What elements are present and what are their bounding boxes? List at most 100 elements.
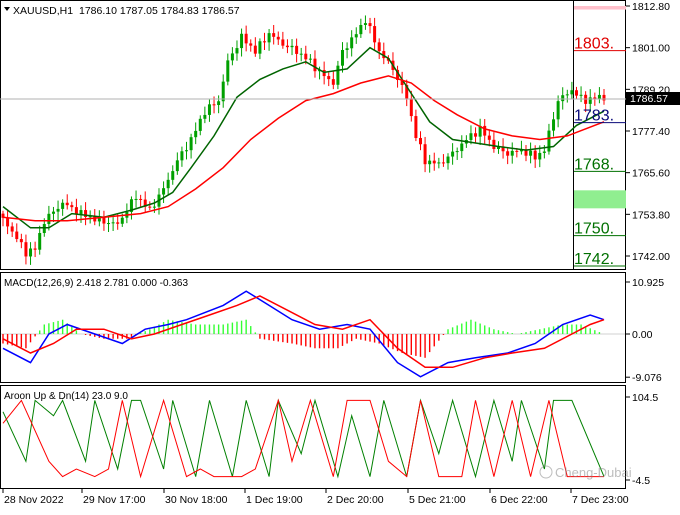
candle-body: [313, 58, 317, 72]
current-price-label: 1786.57: [630, 93, 668, 105]
time-tick-label: 29 Nov 17:00: [83, 494, 146, 506]
price-tick-label: 1753.80: [632, 209, 670, 221]
level-label-4: 1742.: [574, 251, 614, 268]
candle-body: [88, 216, 92, 218]
candle-body: [6, 217, 10, 227]
watermark-text: Cheng-Dubai: [555, 465, 632, 480]
candle-body: [116, 222, 120, 224]
price-tick-label: 1765.60: [632, 168, 670, 180]
candle-body: [451, 151, 455, 157]
candle-body: [561, 95, 565, 102]
candle-body: [19, 239, 23, 243]
candle-body: [529, 150, 533, 156]
candle-body: [207, 104, 211, 115]
candle-body: [565, 94, 569, 96]
candle-body: [272, 33, 276, 37]
candle-body: [469, 133, 473, 141]
aroon-down-line: [2, 398, 604, 479]
level-zones: [574, 6, 626, 209]
candle-body: [506, 151, 510, 156]
macd-tick-label: 10.925: [632, 277, 664, 289]
candle-body: [240, 33, 244, 49]
price-panel[interactable]: [0, 0, 626, 270]
candle-body: [441, 162, 445, 164]
time-axis: 28 Nov 2022 29 Nov 17:00 30 Nov 18:00 1 Dec…: [2, 489, 629, 506]
candle-body: [1, 213, 5, 218]
current-price-box: [626, 92, 680, 105]
candle-body: [368, 23, 372, 27]
candle-body: [189, 137, 193, 151]
candle-body: [97, 217, 101, 222]
collapse-arrow-icon[interactable]: [4, 7, 10, 11]
macd-signal-line: [2, 295, 605, 369]
candle-body: [350, 37, 354, 49]
candle-body: [423, 144, 427, 165]
candle-body: [396, 69, 400, 80]
candle-body: [377, 42, 381, 52]
candle-body: [483, 125, 487, 136]
candle-body: [354, 34, 358, 38]
candle-body: [478, 125, 482, 137]
macd-lines: [2, 290, 605, 378]
candle-body: [15, 231, 19, 240]
ma-line-slow: [2, 75, 605, 222]
moving-averages: [2, 46, 605, 229]
candle-body: [111, 222, 115, 224]
candle-body: [432, 160, 436, 164]
candle-body: [533, 150, 537, 160]
candle-body: [56, 208, 60, 212]
candle-body: [593, 97, 597, 99]
candle-body: [107, 223, 111, 225]
candle-body: [162, 188, 166, 195]
candle-body: [340, 49, 344, 66]
candle-body: [295, 45, 299, 54]
candle-body: [281, 39, 285, 46]
macd-tick-label: 0.00: [632, 329, 653, 341]
candle-body: [221, 81, 225, 102]
candle-body: [602, 94, 606, 101]
level-label-3: 1750.: [574, 221, 614, 238]
candle-body: [185, 150, 189, 152]
candle-body: [93, 216, 97, 222]
candle-body: [524, 149, 528, 156]
level-zone-0: [574, 190, 626, 209]
time-tick-label: 2 Dec 20:00: [327, 494, 384, 506]
candle-body: [405, 84, 409, 99]
price-tick-label: 1812.80: [632, 1, 670, 13]
candle-body: [574, 90, 578, 96]
candle-body: [437, 162, 441, 164]
candle-body: [33, 248, 37, 250]
candle-body: [542, 151, 546, 153]
candle-body: [538, 152, 542, 160]
candle-body: [166, 179, 170, 189]
candle-body: [120, 217, 124, 224]
watermark: Cheng-Dubai: [539, 465, 632, 480]
candle-body: [139, 198, 143, 200]
candle-body: [152, 206, 156, 208]
candle-body: [148, 206, 152, 208]
candle-body: [308, 58, 312, 60]
candle-body: [579, 94, 583, 96]
candle-body: [373, 26, 377, 43]
candle-body: [492, 139, 496, 149]
candle-body: [230, 53, 234, 61]
time-tick-label: 30 Nov 18:00: [165, 494, 228, 506]
candle-body: [474, 133, 478, 137]
candle-body: [203, 114, 207, 119]
watermark-icon: [539, 465, 553, 479]
candles: [1, 15, 606, 265]
level-zone-1: [574, 6, 626, 10]
candle-body: [102, 217, 106, 224]
aroon-up-line: [2, 398, 605, 479]
macd-main-line: [2, 290, 605, 378]
candle-body: [327, 76, 331, 80]
candle-body: [235, 48, 239, 54]
price-axis: 1812.801801.001789.201777.401765.601753.…: [626, 1, 670, 263]
candle-body: [515, 150, 519, 152]
candle-body: [134, 198, 138, 200]
candle-body: [336, 65, 340, 85]
time-tick-label: 1 Dec 19:00: [246, 494, 303, 506]
candle-body: [212, 104, 216, 106]
candle-body: [263, 41, 267, 43]
